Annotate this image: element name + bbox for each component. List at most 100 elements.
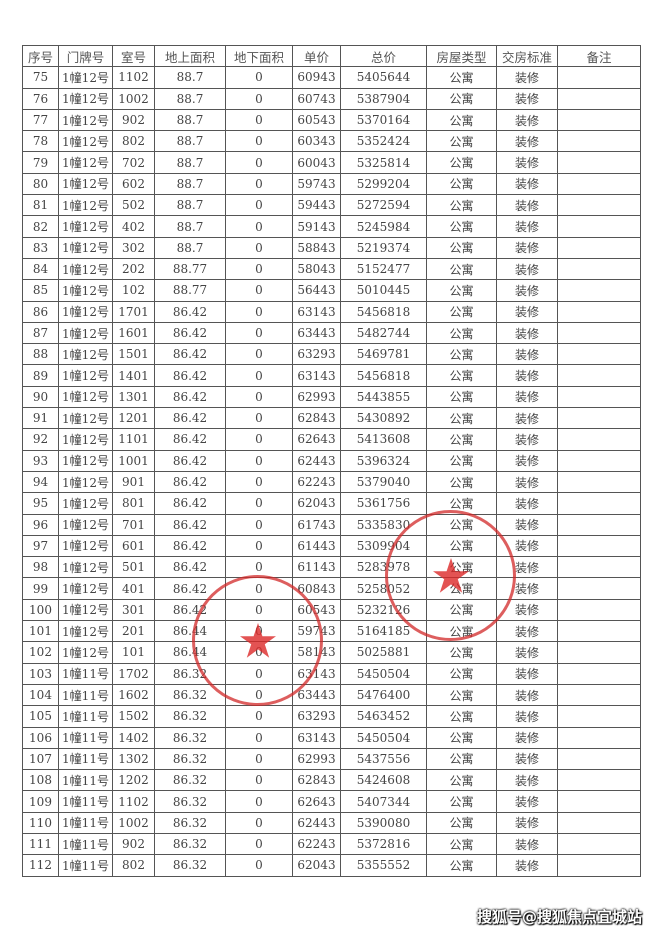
cell-total-price: 5283978 — [340, 556, 427, 579]
cell-seq: 86 — [22, 300, 59, 323]
table-row: 87 1幢12号 1601 86.42 0 63443 5482744 公寓 装修 — [22, 321, 641, 345]
header-unit-price: 单价 — [292, 44, 341, 68]
cell-remark — [557, 620, 641, 643]
cell-seq: 111 — [22, 832, 59, 856]
cell-above-area: 86.44 — [154, 620, 226, 643]
cell-room-no: 802 — [112, 854, 155, 877]
cell-unit-price: 62993 — [292, 385, 341, 409]
cell-door-no: 1幢12号 — [58, 108, 113, 132]
cell-below-area: 0 — [225, 726, 293, 749]
cell-delivery-standard: 装修 — [496, 215, 558, 238]
cell-below-area: 0 — [225, 321, 293, 345]
cell-below-area: 0 — [225, 108, 293, 132]
table-row: 92 1幢12号 1101 86.42 0 62643 5413608 公寓 装修 — [22, 428, 641, 451]
cell-delivery-standard: 装修 — [496, 470, 558, 494]
cell-total-price: 5164185 — [340, 620, 427, 643]
cell-above-area: 86.42 — [154, 556, 226, 579]
cell-door-no: 1幢12号 — [58, 407, 113, 430]
table-row: 83 1幢12号 302 88.7 0 58843 5219374 公寓 装修 — [22, 236, 641, 259]
cell-total-price: 5387904 — [340, 87, 427, 110]
cell-above-area: 86.44 — [154, 641, 226, 664]
cell-door-no: 1幢11号 — [58, 790, 113, 813]
cell-house-type: 公寓 — [426, 407, 497, 430]
cell-delivery-standard: 装修 — [496, 257, 558, 281]
cell-unit-price: 61143 — [292, 556, 341, 579]
cell-above-area: 88.7 — [154, 236, 226, 259]
cell-remark — [557, 832, 641, 856]
cell-door-no: 1幢12号 — [58, 321, 113, 345]
table-row: 84 1幢12号 202 88.77 0 58043 5152477 公寓 装修 — [22, 257, 641, 281]
cell-remark — [557, 385, 641, 409]
cell-above-area: 86.42 — [154, 598, 226, 622]
cell-total-price: 5405644 — [340, 66, 427, 89]
cell-delivery-standard: 装修 — [496, 343, 558, 366]
cell-seq: 79 — [22, 151, 59, 174]
cell-delivery-standard: 装修 — [496, 854, 558, 877]
cell-above-area: 86.42 — [154, 492, 226, 515]
cell-total-price: 5025881 — [340, 641, 427, 664]
cell-house-type: 公寓 — [426, 194, 497, 217]
cell-room-no: 802 — [112, 130, 155, 153]
cell-total-price: 5272594 — [340, 194, 427, 217]
cell-above-area: 88.7 — [154, 87, 226, 110]
cell-delivery-standard: 装修 — [496, 683, 558, 707]
cell-house-type: 公寓 — [426, 172, 497, 196]
cell-above-area: 86.42 — [154, 343, 226, 366]
cell-below-area: 0 — [225, 130, 293, 153]
cell-room-no: 901 — [112, 470, 155, 494]
cell-delivery-standard: 装修 — [496, 620, 558, 643]
cell-unit-price: 62043 — [292, 854, 341, 877]
cell-below-area: 0 — [225, 620, 293, 643]
cell-remark — [557, 194, 641, 217]
cell-above-area: 86.32 — [154, 683, 226, 707]
cell-delivery-standard: 装修 — [496, 662, 558, 685]
cell-remark — [557, 257, 641, 281]
cell-house-type: 公寓 — [426, 470, 497, 494]
cell-total-price: 5361756 — [340, 492, 427, 515]
cell-house-type: 公寓 — [426, 343, 497, 366]
cell-remark — [557, 364, 641, 387]
cell-room-no: 101 — [112, 641, 155, 664]
table-row: 85 1幢12号 102 88.77 0 56443 5010445 公寓 装修 — [22, 279, 641, 302]
cell-remark — [557, 300, 641, 323]
cell-house-type: 公寓 — [426, 641, 497, 664]
cell-house-type: 公寓 — [426, 832, 497, 856]
cell-seq: 84 — [22, 257, 59, 281]
cell-house-type: 公寓 — [426, 492, 497, 515]
cell-seq: 108 — [22, 769, 59, 792]
cell-below-area: 0 — [225, 470, 293, 494]
cell-above-area: 88.7 — [154, 172, 226, 196]
cell-door-no: 1幢12号 — [58, 66, 113, 89]
cell-unit-price: 62993 — [292, 747, 341, 771]
cell-room-no: 801 — [112, 492, 155, 515]
cell-above-area: 86.32 — [154, 769, 226, 792]
cell-seq: 88 — [22, 343, 59, 366]
cell-delivery-standard: 装修 — [496, 790, 558, 813]
header-room-no: 室号 — [112, 44, 155, 68]
cell-above-area: 88.77 — [154, 257, 226, 281]
cell-above-area: 88.7 — [154, 108, 226, 132]
cell-delivery-standard: 装修 — [496, 641, 558, 664]
cell-below-area: 0 — [225, 194, 293, 217]
cell-door-no: 1幢12号 — [58, 620, 113, 643]
cell-total-price: 5325814 — [340, 151, 427, 174]
cell-unit-price: 62843 — [292, 407, 341, 430]
table-row: 111 1幢11号 902 86.32 0 62243 5372816 公寓 装修 — [22, 832, 641, 856]
cell-house-type: 公寓 — [426, 662, 497, 685]
cell-seq: 104 — [22, 683, 59, 707]
cell-door-no: 1幢12号 — [58, 257, 113, 281]
cell-delivery-standard: 装修 — [496, 577, 558, 600]
cell-unit-price: 63443 — [292, 321, 341, 345]
cell-delivery-standard: 装修 — [496, 769, 558, 792]
cell-door-no: 1幢11号 — [58, 747, 113, 771]
cell-total-price: 5309904 — [340, 534, 427, 558]
cell-door-no: 1幢12号 — [58, 577, 113, 600]
cell-room-no: 1101 — [112, 428, 155, 451]
cell-below-area: 0 — [225, 279, 293, 302]
cell-room-no: 1002 — [112, 87, 155, 110]
cell-remark — [557, 705, 641, 728]
table-row: 82 1幢12号 402 88.7 0 59143 5245984 公寓 装修 — [22, 215, 641, 238]
cell-below-area: 0 — [225, 407, 293, 430]
cell-remark — [557, 726, 641, 749]
table-row: 105 1幢11号 1502 86.32 0 63293 5463452 公寓 装修 — [22, 705, 641, 728]
